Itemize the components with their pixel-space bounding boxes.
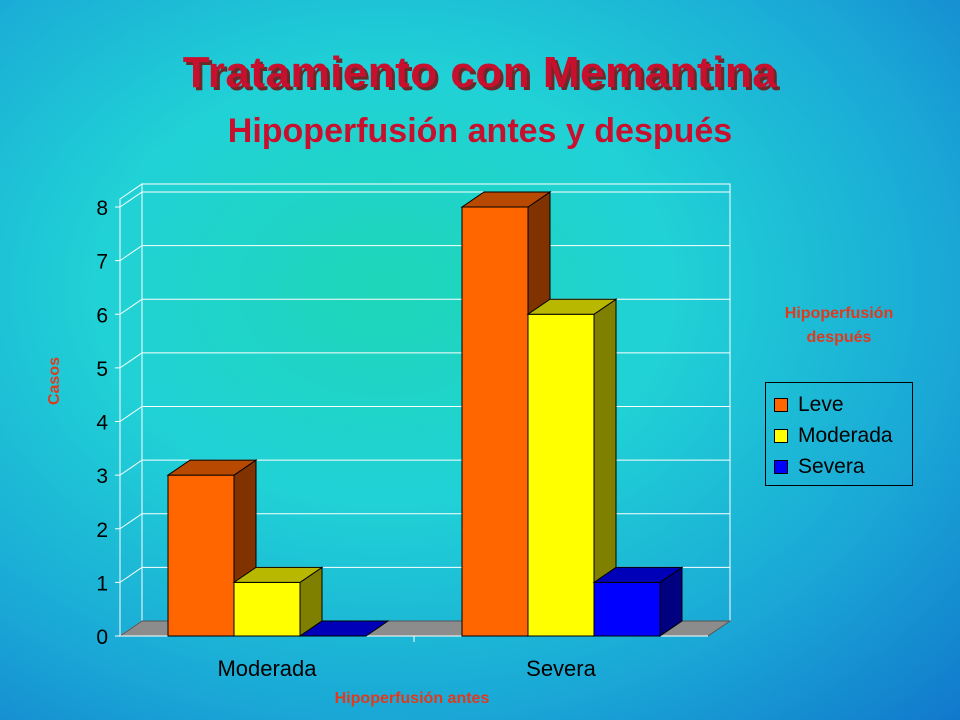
- legend-swatch-leve: [774, 398, 788, 412]
- y-tick-label: 1: [96, 572, 108, 595]
- legend-swatch-severa: [774, 460, 788, 474]
- x-tick-label: Severa: [526, 656, 596, 681]
- bar-severa-leve-front: [461, 206, 529, 637]
- bar-moderada-leve-front: [167, 474, 235, 637]
- bar-severa-severa-front: [593, 581, 661, 637]
- bar-severa-leve-top: [460, 191, 552, 208]
- bar-severa-moderada-front: [527, 313, 595, 637]
- gridline: [119, 406, 730, 422]
- gridline: [119, 352, 730, 369]
- chart-subtitle: Hipoperfusión antes y después: [227, 112, 733, 150]
- legend-label-moderada: Moderada: [798, 424, 893, 447]
- legend-label-severa: Severa: [798, 455, 865, 478]
- gridline: [119, 298, 730, 315]
- bar-moderada-moderada-top: [232, 566, 324, 583]
- y-tick-label: 3: [96, 465, 108, 488]
- bar-severa-severa-top: [592, 566, 684, 583]
- y-tick-label: 4: [96, 412, 108, 435]
- plot-side-wall: [119, 183, 143, 637]
- y-tick-label: 6: [96, 304, 108, 327]
- y-tick-label: 0: [96, 626, 108, 649]
- x-axis-label: Hipoperfusión antes: [334, 690, 490, 707]
- chart-title: Tratamiento con Memantina: [182, 48, 778, 97]
- bar-moderada-severa-top: [298, 620, 390, 637]
- gridline: [119, 245, 730, 262]
- y-tick-label: 7: [96, 251, 108, 274]
- y-tick-label: 2: [96, 519, 108, 542]
- legend-title: Hipoperfusión después: [784, 305, 894, 346]
- x-tick-label: Moderada: [217, 656, 317, 681]
- bar-moderada-leve-top: [166, 459, 258, 476]
- gridline: [119, 191, 730, 208]
- legend-label-leve: Leve: [798, 393, 844, 416]
- bar-severa-moderada-top: [526, 298, 618, 315]
- y-tick-label: 5: [96, 358, 108, 381]
- legend-swatch-moderada: [774, 429, 788, 443]
- y-axis-label: Casos: [46, 356, 63, 406]
- y-tick-label: 8: [96, 197, 108, 220]
- bar-moderada-moderada-front: [233, 581, 301, 637]
- legend: Leve Moderada Severa: [765, 382, 913, 486]
